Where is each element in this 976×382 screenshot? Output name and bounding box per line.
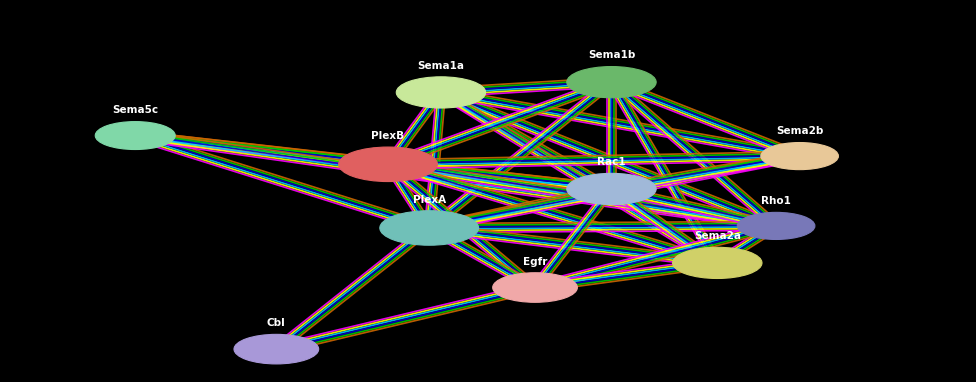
Text: Egfr: Egfr (523, 257, 548, 267)
Circle shape (567, 173, 656, 204)
Circle shape (234, 334, 319, 364)
Circle shape (567, 66, 656, 98)
Circle shape (380, 211, 478, 245)
Circle shape (737, 212, 815, 240)
Circle shape (672, 247, 762, 278)
Text: Sema1a: Sema1a (418, 61, 465, 71)
Text: Sema5c: Sema5c (112, 105, 158, 115)
Text: Rho1: Rho1 (761, 196, 791, 206)
Circle shape (396, 77, 486, 108)
Circle shape (493, 273, 578, 302)
Text: Rac1: Rac1 (597, 157, 626, 167)
Text: Sema2a: Sema2a (694, 231, 741, 241)
Circle shape (339, 147, 437, 181)
Text: Cbl: Cbl (267, 318, 286, 328)
Text: PlexB: PlexB (372, 131, 405, 141)
Circle shape (96, 121, 176, 149)
Text: Sema2b: Sema2b (776, 126, 824, 136)
Text: PlexA: PlexA (413, 194, 446, 204)
Circle shape (761, 142, 838, 170)
Text: Sema1b: Sema1b (588, 50, 635, 60)
